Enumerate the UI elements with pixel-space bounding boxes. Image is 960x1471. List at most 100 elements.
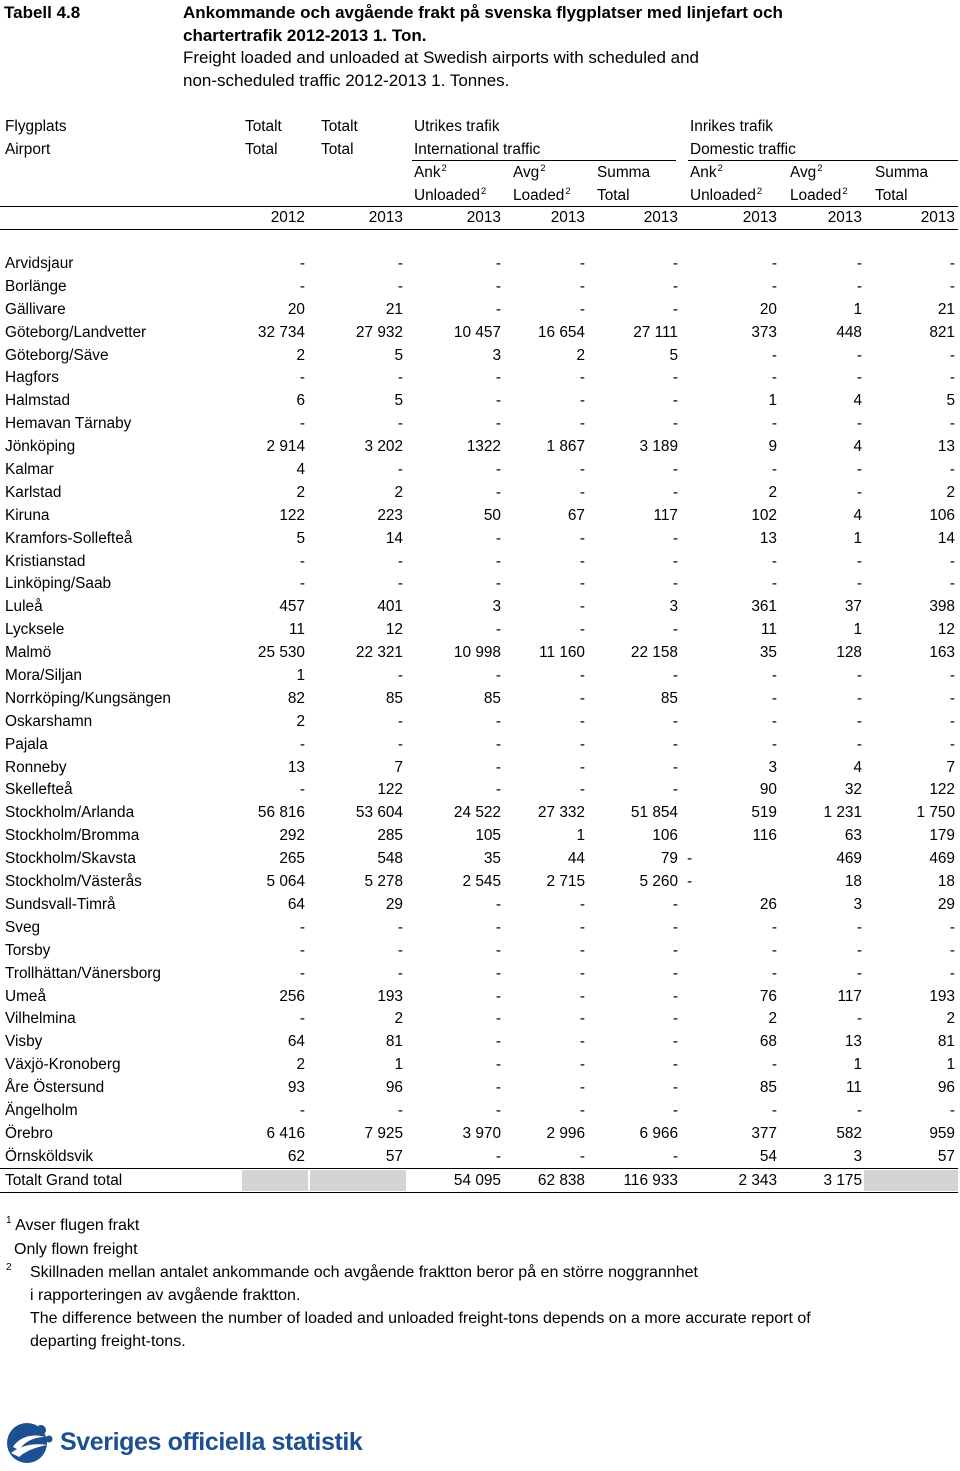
table-cell: 1 — [853, 1056, 862, 1074]
table-cell: - — [949, 712, 955, 730]
table-cell: 20 — [759, 300, 777, 318]
table-cell: 102 — [751, 506, 777, 524]
airport-name: Ronneby — [5, 758, 67, 776]
table-cell: 16 654 — [537, 323, 585, 341]
header-intl-summa: Summa — [597, 164, 651, 181]
table-cell: - — [299, 1101, 305, 1119]
table-cell: 5 — [669, 346, 678, 364]
airport-name: Göteborg/Landvetter — [5, 323, 147, 341]
table-cell: - — [299, 575, 305, 593]
table-cell: 5 — [394, 392, 403, 410]
total-cell: 3 175 — [823, 1172, 862, 1189]
table-row: Skellefteå - 122 - - - 90 32 122 — [0, 779, 960, 802]
table-cell: 117 — [837, 987, 862, 1005]
table-cell: 292 — [279, 827, 305, 845]
airport-name: Luleå — [5, 598, 43, 616]
footnote-2-en-line-2: departing freight-tons. — [30, 1333, 186, 1350]
table-cell: 12 — [385, 621, 403, 639]
table-cell: - — [397, 277, 403, 295]
table-row: Visby 64 81 - - - 68 13 81 — [0, 1031, 960, 1054]
table-cell: 4 — [853, 758, 862, 776]
table-cell: 62 — [287, 1147, 305, 1165]
airport-name: Skellefteå — [5, 781, 73, 799]
airport-name: Sveg — [5, 918, 41, 936]
table-cell: 128 — [836, 644, 862, 662]
header-dom-loaded: Loaded2 — [790, 186, 848, 204]
table-cell: 1322 — [466, 438, 501, 456]
table-row: Norrköping/Kungsängen 82 85 85 - 85 - - - — [0, 688, 960, 711]
table-cell: 401 — [377, 598, 403, 616]
table-cell: - — [495, 1079, 501, 1097]
table-cell: 57 — [385, 1147, 403, 1165]
table-cell: - — [579, 598, 585, 616]
table-cell: - — [949, 689, 955, 707]
table-cell: 7 — [946, 758, 955, 776]
header-international-sv: Utrikes trafik — [414, 118, 500, 135]
table-cell: - — [579, 1056, 585, 1074]
table-cell: 821 — [929, 323, 955, 341]
table-cell: - — [397, 369, 403, 387]
table-cell: - — [495, 461, 501, 479]
table-cell: 25 530 — [257, 644, 305, 662]
table-cell: - — [949, 735, 955, 753]
table-row: Göteborg/Säve 2 5 3 2 5 - - - — [0, 345, 960, 368]
table-cell: 21 — [937, 300, 955, 318]
table-cell: - — [856, 964, 862, 982]
table-cell: - — [299, 918, 305, 936]
table-cell: - — [856, 918, 862, 936]
table-cell: - — [495, 392, 501, 410]
airport-name: Visby — [5, 1033, 43, 1051]
table-number: Tabell 4.8 — [4, 3, 81, 22]
table-cell: - — [672, 621, 678, 639]
table-cell: - — [771, 255, 777, 272]
table-cell: 1 — [576, 827, 585, 845]
table-row: Ängelholm - - - - - - - - — [0, 1100, 960, 1123]
table-cell: - — [771, 918, 777, 936]
table-cell: - — [579, 667, 585, 685]
table-title-english: Freight loaded and unloaded at Swedish a… — [183, 47, 699, 92]
table-row: Göteborg/Landvetter 32 734 27 932 10 457 16 … — [0, 322, 960, 345]
table-cell: - — [495, 415, 501, 433]
header-domestic-en: Domestic traffic — [690, 141, 796, 158]
table-cell: 4 — [853, 438, 862, 456]
table-cell: - — [299, 415, 305, 433]
table-cell: - — [856, 369, 862, 387]
table-cell: - — [672, 255, 678, 272]
table-cell: 1 — [394, 1056, 403, 1074]
table-row: Hemavan Tärnaby - - - - - - - - — [0, 413, 960, 436]
table-cell: 4 — [296, 461, 305, 479]
table-cell: 7 925 — [364, 1124, 403, 1142]
table-cell: 2 — [394, 1010, 403, 1028]
table-cell: 13 — [937, 438, 955, 456]
table-cell: 122 — [279, 506, 305, 524]
table-cell: - — [495, 255, 501, 272]
table-cell: - — [672, 735, 678, 753]
table-cell: 5 — [394, 346, 403, 364]
table-cell: - — [771, 964, 777, 982]
table-cell: 1 750 — [916, 804, 955, 822]
table-cell: - — [579, 369, 585, 387]
airport-name: Göteborg/Säve — [5, 346, 109, 364]
footnote-1-line-1: 1 Avser flugen frakt — [6, 1215, 140, 1234]
table-cell: 11 160 — [539, 644, 585, 662]
table-cell: 4 — [853, 392, 862, 410]
table-cell: - — [579, 461, 585, 479]
table-cell: - — [949, 461, 955, 479]
table-cell: - — [672, 552, 678, 570]
table-cell: - — [771, 369, 777, 387]
table-cell: - — [856, 461, 862, 479]
table-cell: 4 — [853, 506, 862, 524]
table-cell: - — [397, 712, 403, 730]
table-cell: 5 — [946, 392, 955, 410]
table-cell: 223 — [377, 506, 403, 524]
table-cell: - — [771, 941, 777, 959]
table-cell: - — [495, 529, 501, 547]
table-cell: 27 332 — [537, 804, 585, 822]
airport-name: Kiruna — [5, 506, 50, 524]
airport-name: Oskarshamn — [5, 712, 93, 730]
total-shade-2013 — [310, 1170, 406, 1191]
title-en-line-1: Freight loaded and unloaded at Swedish a… — [183, 48, 700, 67]
table-cell: 3 189 — [639, 438, 678, 456]
table-cell: 24 522 — [453, 804, 501, 822]
table-cell: - — [672, 964, 678, 982]
